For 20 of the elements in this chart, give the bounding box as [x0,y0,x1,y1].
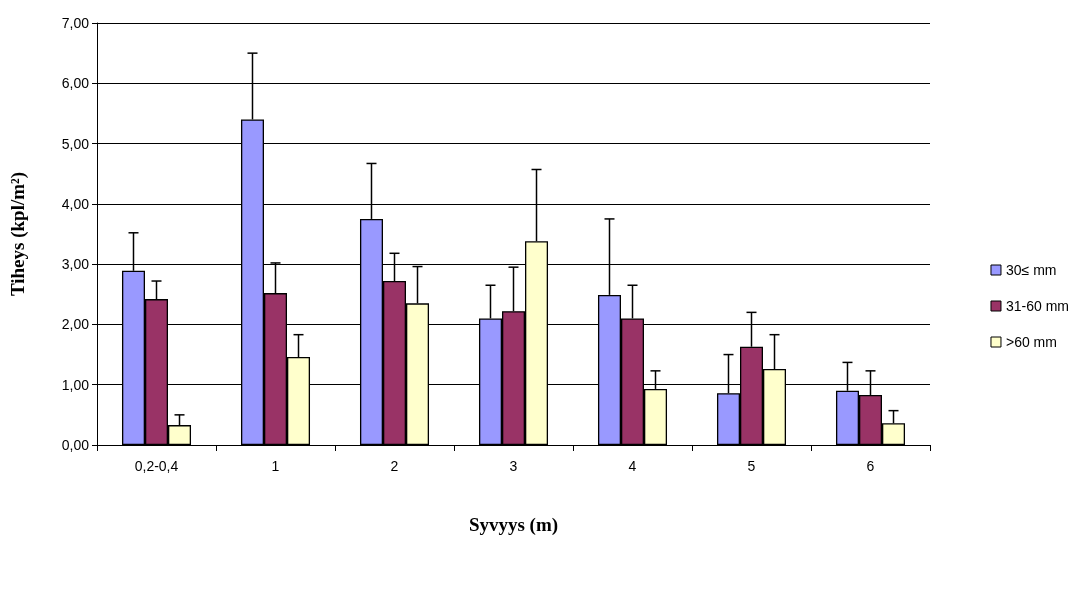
y-axis-title: Tiheys (kpl/m²) [7,171,29,297]
y-tick-label: 4,00 [61,195,90,212]
y-tick-label: 1,00 [61,376,90,393]
x-tick-label: 5 [747,458,756,474]
y-tick-label: 2,00 [61,316,90,333]
y-tick-label: 0,00 [61,437,90,453]
x-tick-label: 4 [628,458,637,474]
y-tick-label: 3,00 [61,256,90,273]
legend-label: 31-60 mm [1005,298,1070,314]
legend-label: 30≤ mm [1005,262,1057,278]
x-tick-label: 1 [271,458,280,474]
y-tick-label: 7,00 [61,15,90,31]
legend-label: >60 mm [1005,334,1057,350]
y-tick-label: 5,00 [61,135,90,152]
x-tick-label: 6 [866,458,875,474]
y-tick-label: 6,00 [61,75,90,92]
x-tick-label: 2 [390,458,399,474]
x-tick-label: 3 [509,458,518,474]
x-tick-label: 0,2-0,4 [134,458,179,474]
x-axis-title: Syvyys (m) [468,514,559,536]
